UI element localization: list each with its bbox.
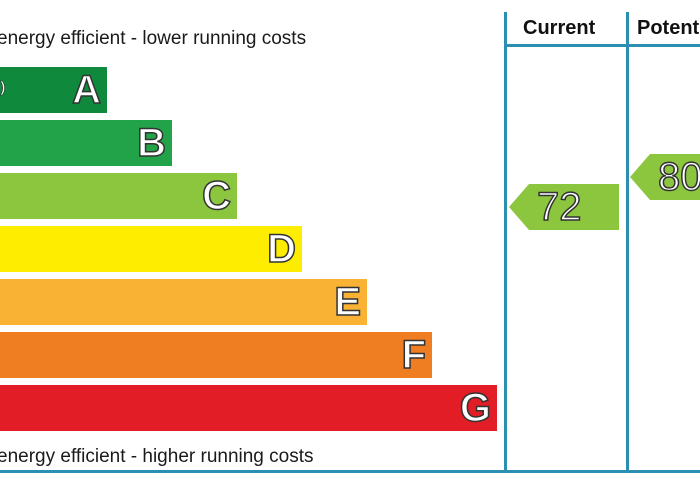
potential-rating-value: 80 xyxy=(657,154,700,200)
band-c: C xyxy=(0,173,237,219)
band-range-label: s) xyxy=(0,79,6,97)
top-caption: energy efficient - lower running costs xyxy=(0,28,307,49)
band-letter: G xyxy=(459,385,492,431)
band-letter: C xyxy=(201,173,231,219)
band-letter: D xyxy=(266,226,296,272)
current-column-header: Current xyxy=(523,17,596,39)
band-a: s) A xyxy=(0,67,107,113)
current-rating-arrow: 72 xyxy=(509,184,619,230)
band-letter: E xyxy=(334,279,362,325)
band-e: E xyxy=(0,279,367,325)
potential-column-header: Potent xyxy=(637,17,700,39)
bottom-caption: energy efficient - higher running costs xyxy=(0,446,314,467)
band-letter: F xyxy=(401,332,427,378)
current-rating-value: 72 xyxy=(536,184,582,230)
column-divider-middle xyxy=(626,12,629,472)
band-d: D xyxy=(0,226,302,272)
bottom-rule xyxy=(0,470,700,473)
band-b: B xyxy=(0,120,172,166)
potential-rating-arrow: 80 xyxy=(630,154,700,200)
header-rule xyxy=(504,44,700,47)
band-f: F xyxy=(0,332,432,378)
band-g: G xyxy=(0,385,497,431)
band-letter: A xyxy=(71,67,101,113)
band-letter: B xyxy=(136,120,166,166)
column-divider-left xyxy=(504,12,507,472)
